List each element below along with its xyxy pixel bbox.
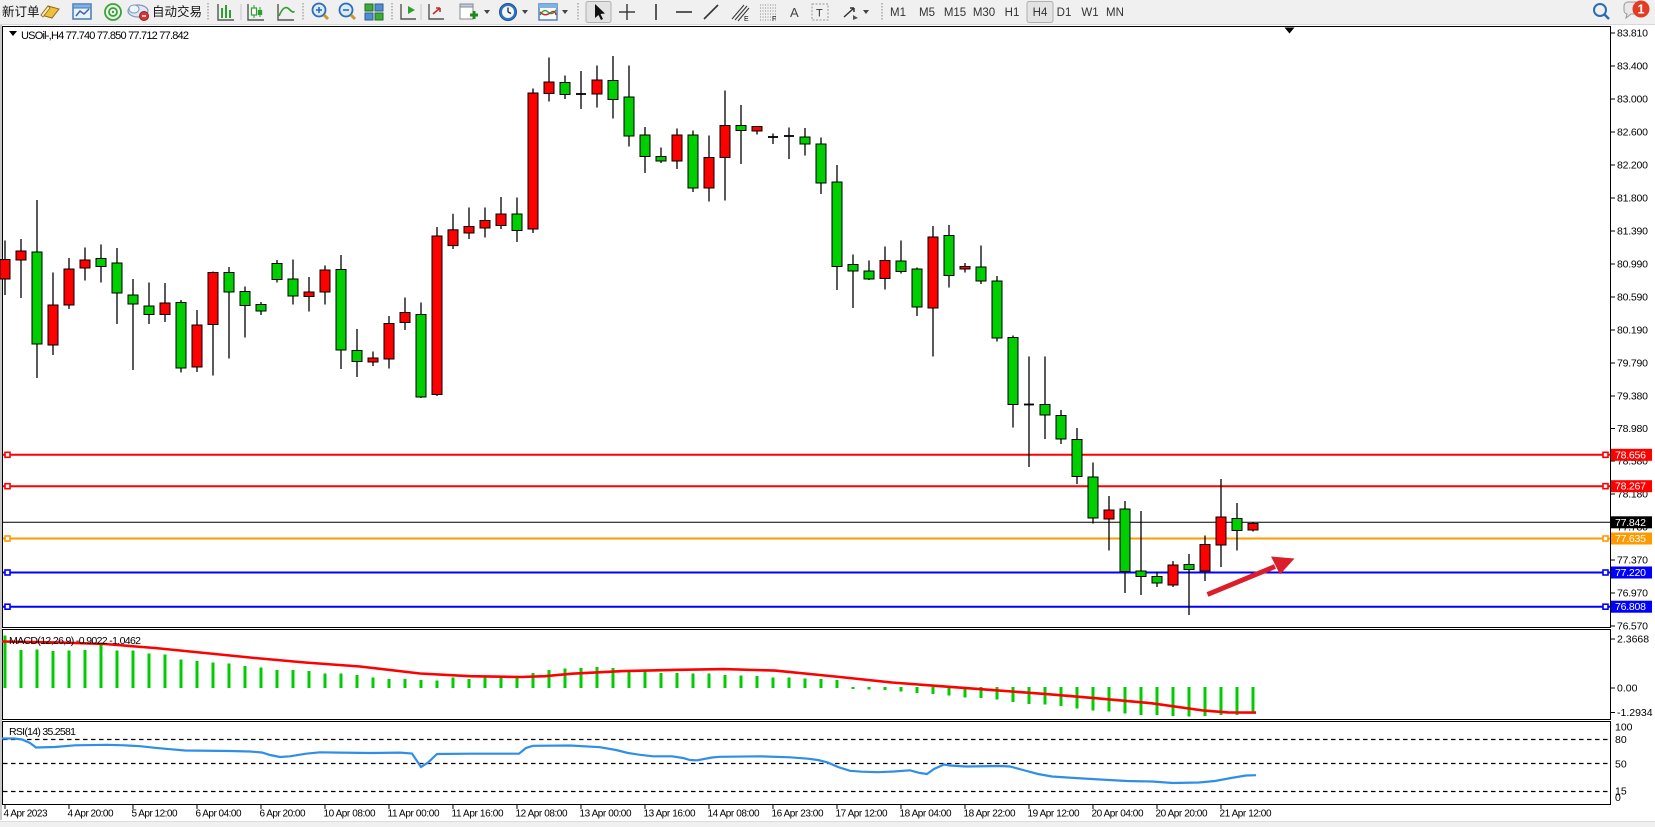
svg-text:13 Apr 16:00: 13 Apr 16:00 — [644, 809, 696, 820]
svg-text:79.790: 79.790 — [1617, 358, 1648, 370]
svg-text:77.370: 77.370 — [1617, 555, 1648, 567]
svg-text:MN: MN — [1106, 7, 1124, 19]
svg-text:6 Apr 04:00: 6 Apr 04:00 — [196, 809, 242, 820]
svg-text:11 Apr 16:00: 11 Apr 16:00 — [452, 809, 504, 820]
svg-text:18 Apr 22:00: 18 Apr 22:00 — [964, 809, 1016, 820]
svg-text:82.200: 82.200 — [1617, 160, 1648, 172]
svg-text:76.808: 76.808 — [1615, 601, 1646, 613]
svg-text:H4: H4 — [1033, 7, 1048, 19]
svg-text:W1: W1 — [1081, 7, 1098, 19]
svg-text:RSI(14) 35.2581: RSI(14) 35.2581 — [9, 726, 76, 738]
svg-text:4 Apr 2023: 4 Apr 2023 — [4, 809, 48, 820]
svg-text:MACD(12,26,9) -0.9022 -1.0462: MACD(12,26,9) -0.9022 -1.0462 — [9, 635, 141, 647]
svg-text:-1.2934: -1.2934 — [1617, 707, 1653, 719]
svg-text:10 Apr 08:00: 10 Apr 08:00 — [324, 809, 376, 820]
svg-text:USOil-,H4 77.740 77.850 77.71: USOil-,H4 77.740 77.850 77.712 77.842 — [21, 30, 189, 42]
svg-text:18 Apr 04:00: 18 Apr 04:00 — [900, 809, 952, 820]
svg-text:5 Apr 12:00: 5 Apr 12:00 — [132, 809, 178, 820]
svg-text:0.00: 0.00 — [1617, 683, 1638, 695]
svg-text:81.390: 81.390 — [1617, 226, 1648, 238]
svg-text:83.400: 83.400 — [1617, 61, 1648, 73]
svg-text:M1: M1 — [890, 7, 906, 19]
svg-text:77.842: 77.842 — [1615, 517, 1646, 529]
svg-text:21 Apr 12:00: 21 Apr 12:00 — [1220, 809, 1272, 820]
svg-text:17 Apr 12:00: 17 Apr 12:00 — [836, 809, 888, 820]
svg-text:0: 0 — [1615, 792, 1621, 804]
svg-text:16 Apr 23:00: 16 Apr 23:00 — [772, 809, 824, 820]
svg-text:T: T — [816, 8, 823, 20]
svg-text:11 Apr 00:00: 11 Apr 00:00 — [388, 809, 440, 820]
svg-text:82.600: 82.600 — [1617, 127, 1648, 139]
svg-text:19 Apr 12:00: 19 Apr 12:00 — [1028, 809, 1080, 820]
svg-text:78.980: 78.980 — [1617, 423, 1648, 435]
svg-text:20 Apr 04:00: 20 Apr 04:00 — [1092, 809, 1144, 820]
svg-text:1: 1 — [1638, 3, 1645, 17]
svg-text:自动交易: 自动交易 — [152, 4, 202, 19]
svg-text:79.380: 79.380 — [1617, 391, 1648, 403]
svg-text:A: A — [790, 5, 799, 20]
svg-text:83.000: 83.000 — [1617, 94, 1648, 106]
svg-text:80.590: 80.590 — [1617, 292, 1648, 304]
svg-text:D1: D1 — [1057, 7, 1072, 19]
svg-text:80: 80 — [1615, 734, 1627, 746]
svg-text:76.970: 76.970 — [1617, 588, 1648, 600]
svg-text:H1: H1 — [1005, 7, 1020, 19]
svg-text:80.190: 80.190 — [1617, 325, 1648, 337]
svg-text:100: 100 — [1615, 722, 1633, 734]
svg-text:50: 50 — [1615, 759, 1627, 771]
svg-text:M15: M15 — [944, 7, 966, 19]
svg-text:78.267: 78.267 — [1615, 481, 1646, 493]
svg-text:76.570: 76.570 — [1617, 621, 1648, 633]
svg-text:4 Apr 20:00: 4 Apr 20:00 — [68, 809, 114, 820]
svg-text:2.3668: 2.3668 — [1617, 634, 1649, 646]
svg-text:新订单: 新订单 — [2, 4, 40, 19]
svg-text:E: E — [744, 16, 749, 23]
svg-text:20 Apr 20:00: 20 Apr 20:00 — [1156, 809, 1208, 820]
svg-text:13 Apr 00:00: 13 Apr 00:00 — [580, 809, 632, 820]
svg-text:78.656: 78.656 — [1615, 449, 1646, 461]
svg-text:6 Apr 20:00: 6 Apr 20:00 — [260, 809, 306, 820]
svg-text:80.990: 80.990 — [1617, 259, 1648, 271]
svg-text:77.635: 77.635 — [1615, 533, 1646, 545]
svg-text:81.800: 81.800 — [1617, 193, 1648, 205]
svg-text:77.220: 77.220 — [1615, 567, 1646, 579]
svg-text:M30: M30 — [973, 7, 995, 19]
svg-text:M5: M5 — [919, 7, 935, 19]
svg-text:F: F — [772, 16, 776, 23]
svg-text:15: 15 — [1615, 786, 1627, 798]
svg-text:12 Apr 08:00: 12 Apr 08:00 — [516, 809, 568, 820]
svg-text:83.810: 83.810 — [1617, 28, 1648, 40]
svg-text:14 Apr 08:00: 14 Apr 08:00 — [708, 809, 760, 820]
